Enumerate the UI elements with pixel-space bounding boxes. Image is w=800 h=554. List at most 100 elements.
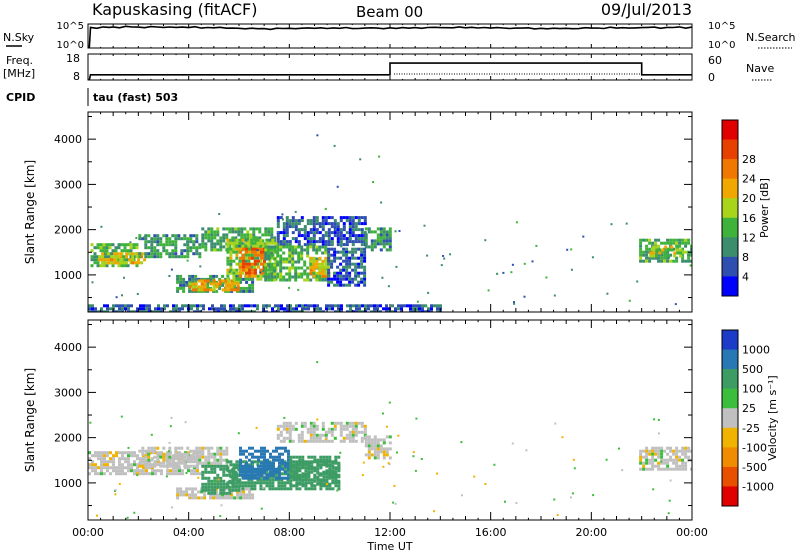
scatter-cell <box>291 275 295 279</box>
scatter-cell <box>651 461 655 465</box>
scatter-cell <box>295 307 298 311</box>
scatter-cell <box>388 435 392 439</box>
scatter-cell <box>116 255 120 259</box>
scatter-cell <box>127 451 130 455</box>
scatter-cell <box>174 237 178 241</box>
scatter-cell <box>316 458 320 462</box>
velocity-cb-tick-1000: 1000 <box>742 344 770 357</box>
scatter-cell <box>354 228 358 232</box>
scatter-cell <box>222 452 226 456</box>
scatter-cell <box>141 452 145 456</box>
scatter-cell <box>382 239 386 243</box>
scatter-speckle <box>667 512 670 515</box>
scatter-cell <box>222 479 226 483</box>
scatter-speckle <box>392 501 395 504</box>
scatter-cell <box>645 446 649 450</box>
scatter-cell <box>148 472 151 476</box>
scatter-cell <box>144 252 148 256</box>
power-colorbar-swatch <box>722 120 738 141</box>
power-colorbar-swatch <box>722 276 738 297</box>
scatter-cell <box>176 286 180 290</box>
scatter-cell <box>210 482 214 486</box>
scatter-cell <box>207 239 211 243</box>
scatter-cell <box>236 493 240 497</box>
scatter-cell <box>292 478 296 482</box>
scatter-cell <box>276 243 280 247</box>
scatter-cell <box>321 251 325 255</box>
scatter-cell <box>220 310 223 312</box>
scatter-cell <box>230 288 234 292</box>
scatter-cell <box>189 234 193 238</box>
scatter-cell <box>331 470 335 474</box>
scatter-cell <box>144 455 148 459</box>
scatter-cell <box>342 250 346 254</box>
scatter-cell <box>316 476 320 480</box>
scatter-cell <box>297 245 301 249</box>
scatter-cell <box>162 461 166 465</box>
scatter-cell <box>119 255 123 259</box>
scatter-cell <box>309 278 313 282</box>
scatter-cell <box>690 259 692 263</box>
scatter-cell <box>229 256 233 260</box>
scatter-cell <box>252 236 256 240</box>
scatter-cell <box>336 222 340 226</box>
scatter-cell <box>248 464 251 468</box>
velocity-colorbar-swatch <box>722 427 738 448</box>
scatter-cell <box>169 472 172 476</box>
scatter-speckle <box>628 299 631 302</box>
scatter-cell <box>165 452 169 456</box>
scatter-cell <box>360 262 364 266</box>
scatter-cell <box>348 262 352 266</box>
scatter-cell <box>648 241 652 245</box>
scatter-cell <box>309 430 313 434</box>
scatter-cell <box>153 252 157 256</box>
scatter-cell <box>267 233 271 237</box>
scatter-cell <box>373 307 376 311</box>
scatter-speckle <box>657 418 660 421</box>
scatter-cell <box>256 256 260 260</box>
scatter-cell <box>327 250 331 254</box>
scatter-cell <box>345 256 349 260</box>
scatter-cell <box>330 247 334 251</box>
scatter-cell <box>210 248 214 252</box>
scatter-cell <box>174 452 178 456</box>
scatter-cell <box>297 275 301 279</box>
scatter-cell <box>256 274 260 278</box>
scatter-cell <box>297 234 301 238</box>
scatter-cell <box>348 259 352 263</box>
scatter-cell <box>348 283 352 287</box>
scatter-cell <box>354 427 358 431</box>
scatter-cell <box>354 268 358 272</box>
scatter-cell <box>291 263 295 267</box>
scatter-cell <box>285 240 289 244</box>
scatter-cell <box>418 304 421 308</box>
scatter-cell <box>232 250 236 254</box>
scatter-cell <box>649 254 653 258</box>
scatter-cell <box>142 469 145 473</box>
scatter-cell <box>315 278 319 282</box>
scatter-cell <box>141 449 145 453</box>
scatter-cell <box>664 254 668 258</box>
scatter-cell <box>132 243 136 247</box>
scatter-cell <box>367 307 370 311</box>
scatter-cell <box>156 237 160 241</box>
scatter-cell <box>351 216 355 220</box>
scatter-cell <box>379 239 383 243</box>
scatter-cell <box>153 461 157 465</box>
scatter-cell <box>127 463 130 467</box>
scatter-cell <box>661 248 665 252</box>
scatter-cell <box>315 259 319 263</box>
scatter-speckle <box>415 417 418 420</box>
scatter-cell <box>153 255 157 259</box>
scatter-cell <box>663 259 667 263</box>
scatter-cell <box>204 482 208 486</box>
scatter-cell <box>257 455 260 459</box>
scatter-speckle <box>340 245 343 248</box>
power-colorbar-label: Power [dB] <box>758 178 771 238</box>
scatter-cell <box>288 243 292 247</box>
scatter-cell <box>129 249 133 253</box>
scatter-cell <box>409 307 412 311</box>
scatter-cell <box>642 464 646 468</box>
scatter-cell <box>304 466 308 470</box>
scatter-cell <box>684 452 688 456</box>
